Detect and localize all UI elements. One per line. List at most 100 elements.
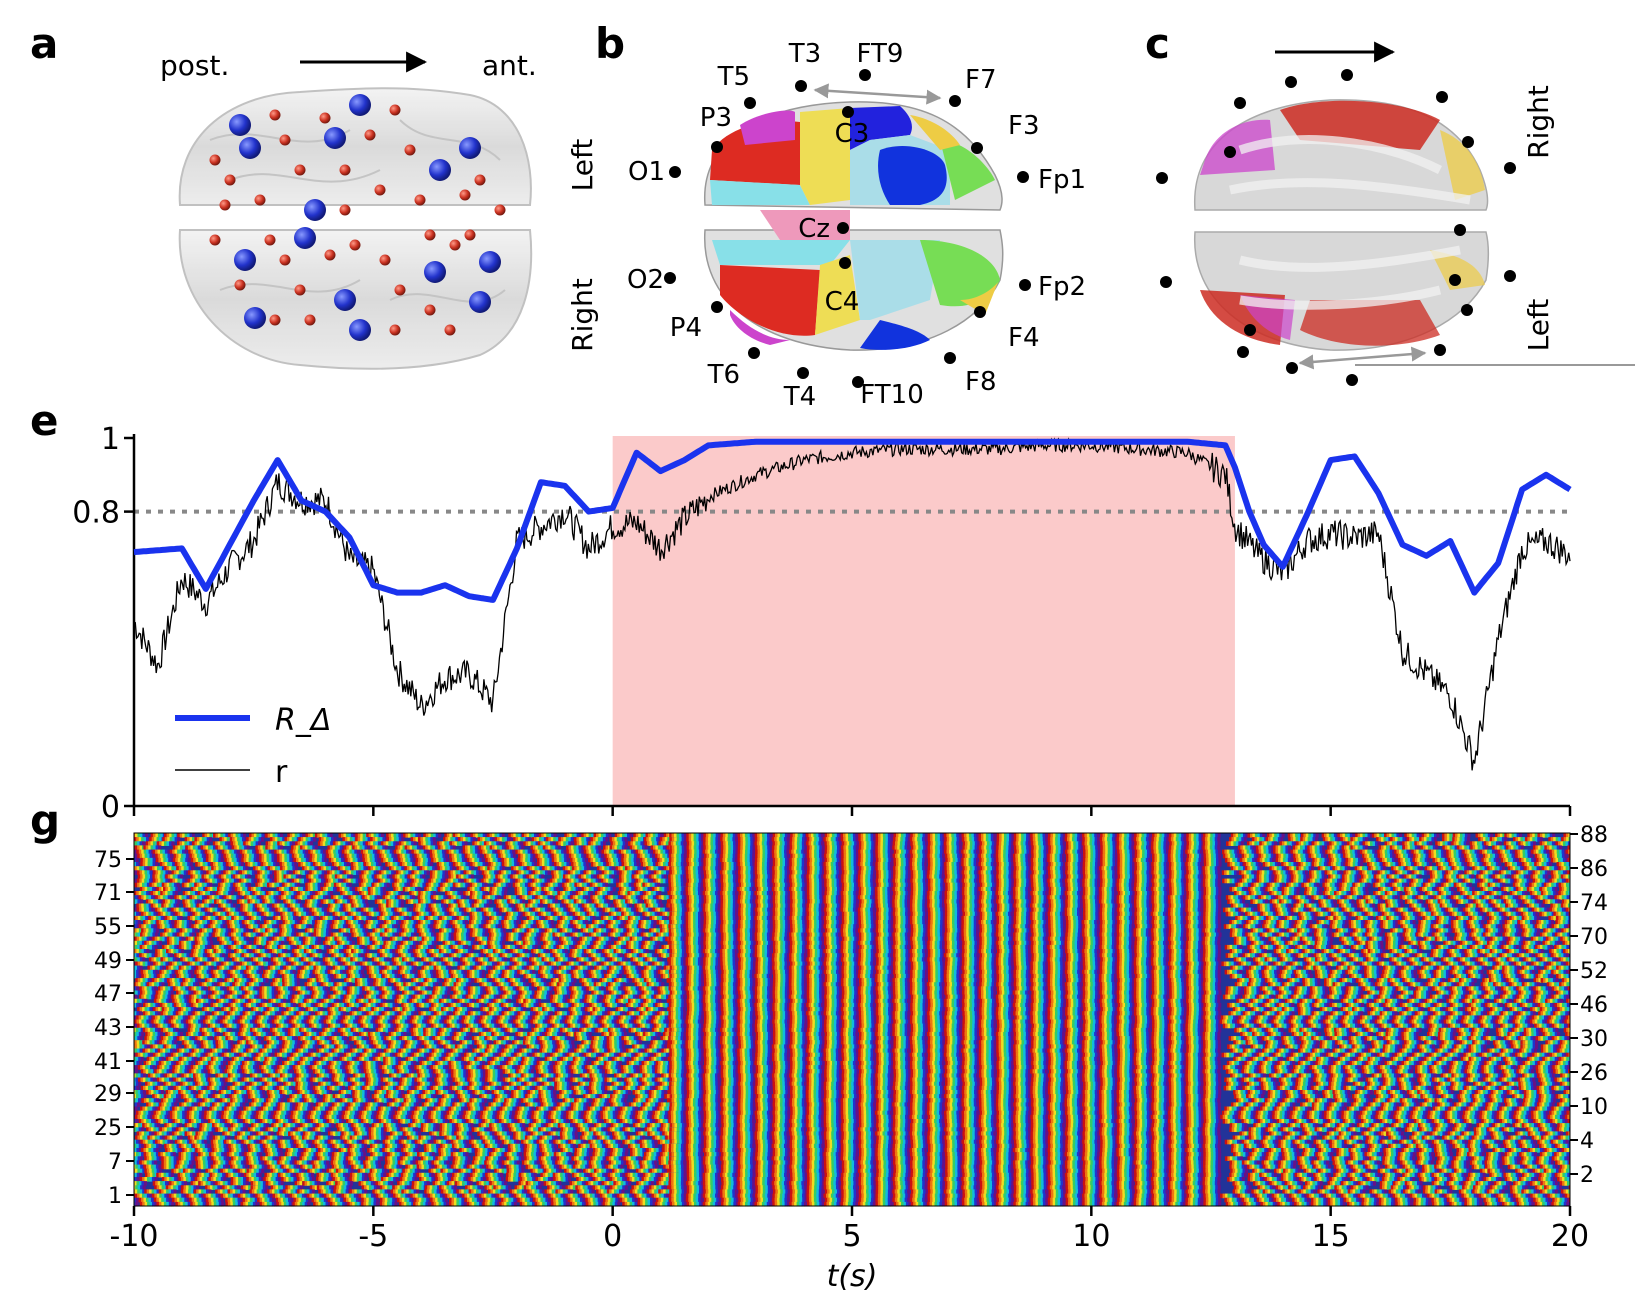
electrode-label: O2 [627, 265, 664, 295]
electrode-f4 [974, 306, 986, 318]
phase-cell [1466, 841, 1469, 846]
phase-raster: 7571554947434129257188867470524630261042… [94, 823, 1608, 1294]
phase-cell [1244, 837, 1247, 842]
phase-cell [787, 833, 790, 838]
phase-cell [385, 845, 388, 850]
phase-cell [1322, 845, 1325, 850]
panel-a: a post. ant. [30, 19, 537, 369]
electrode-dot [1434, 344, 1446, 356]
electrode-cz [837, 222, 849, 234]
phase-cell [856, 845, 859, 850]
phase-cell [804, 850, 807, 855]
electrode-f3 [971, 142, 983, 154]
electrode-dot [1449, 274, 1461, 286]
phase-cell [207, 841, 210, 846]
phase-cell [1490, 833, 1493, 838]
node-big [239, 137, 261, 159]
phase-cell [1435, 845, 1438, 850]
phase-cell [821, 841, 824, 846]
phase-cell [1045, 833, 1048, 838]
phase-cell [1399, 841, 1402, 846]
phase-cell [718, 845, 721, 850]
phase-cell [1338, 837, 1341, 842]
phase-cell [599, 850, 602, 855]
phase-cell [1365, 837, 1368, 842]
phase-cell [247, 845, 250, 850]
phase-cell [718, 841, 721, 846]
phase-cell [1079, 837, 1082, 842]
phase-cell [787, 845, 790, 850]
phase-cell [558, 845, 561, 850]
phase-cell [1344, 841, 1347, 846]
phase-cell [341, 854, 344, 859]
phase-cell [1098, 845, 1101, 850]
phase-cell [1200, 850, 1203, 855]
electrode-dot [1346, 374, 1358, 386]
electrode-o1 [669, 166, 681, 178]
phase-cell [1217, 845, 1220, 850]
phase-cell [473, 837, 476, 842]
phase-cell [192, 833, 195, 838]
node-small [320, 113, 331, 124]
node-small [415, 195, 426, 206]
node-small [450, 240, 461, 251]
node-small [235, 280, 246, 291]
phase-cell [330, 833, 333, 838]
panel-letter-c: c [1145, 19, 1170, 68]
phase-cell [359, 854, 362, 859]
phase-cell [1417, 845, 1420, 850]
electrode-label: F8 [965, 367, 997, 397]
phase-cell [1149, 833, 1152, 838]
electrode-dot [1237, 346, 1249, 358]
phase-cell [367, 845, 370, 850]
phase-cell [396, 841, 399, 846]
phase-cell [357, 850, 360, 855]
phase-cell [1288, 850, 1291, 855]
node-small [495, 205, 506, 216]
phase-cell [419, 845, 422, 850]
phase-cell [1322, 850, 1325, 855]
phase-cell [959, 833, 962, 838]
node-small [225, 175, 236, 186]
phase-cell [769, 833, 772, 838]
y-tick-label: 0 [101, 790, 120, 825]
phase-cell [228, 841, 231, 846]
node-small [295, 285, 306, 296]
phase-cell [305, 850, 308, 855]
electrode-dot [1454, 224, 1466, 236]
electrode-p4 [711, 301, 723, 313]
phase-cell [1533, 841, 1536, 846]
panel-letter-a: a [30, 19, 58, 68]
electrode-label: FT9 [857, 39, 904, 69]
phase-cell [145, 833, 148, 838]
node-small [390, 105, 401, 116]
phase-cell [821, 833, 824, 838]
phase-cell [1218, 850, 1221, 855]
node-small [220, 200, 231, 211]
phase-cell [512, 850, 515, 855]
phase-cell [907, 841, 910, 846]
node-big [349, 319, 371, 341]
electrode-f8 [944, 352, 956, 364]
phase-cell [313, 837, 316, 842]
transparent-brain [1195, 100, 1489, 350]
phase-cell [735, 837, 738, 842]
electrode-t3 [795, 80, 807, 92]
phase-cell [1280, 837, 1283, 842]
electrode-label: P3 [700, 103, 732, 133]
node-small [280, 135, 291, 146]
node-small [325, 250, 336, 261]
phase-cell [645, 845, 648, 850]
node-big [334, 289, 356, 311]
phase-cell [1029, 845, 1032, 850]
phase-cell [554, 833, 557, 838]
phase-cell [1559, 845, 1562, 850]
direction-arrow-b [815, 90, 940, 98]
node-small [390, 325, 401, 336]
phase-cell [1218, 833, 1221, 838]
left-label-b: Left [566, 139, 599, 192]
phase-cell [261, 837, 264, 842]
node-big [469, 291, 491, 313]
electrode-label: C3 [835, 119, 870, 149]
